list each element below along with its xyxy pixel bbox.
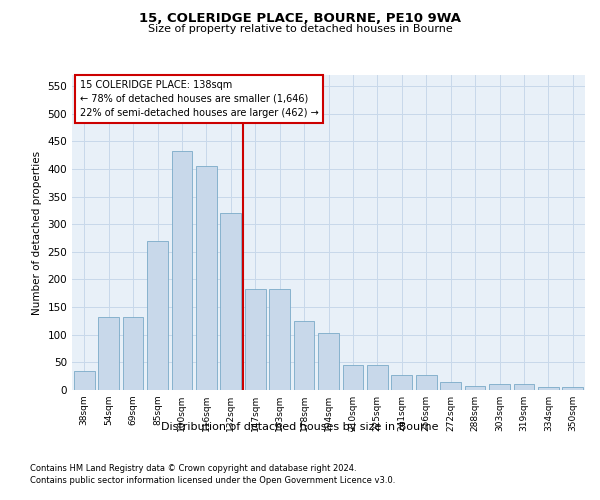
Bar bbox=[440, 382, 461, 390]
Text: Contains HM Land Registry data © Crown copyright and database right 2024.: Contains HM Land Registry data © Crown c… bbox=[30, 464, 356, 473]
Bar bbox=[74, 370, 95, 390]
Text: 15 COLERIDGE PLACE: 138sqm
← 78% of detached houses are smaller (1,646)
22% of s: 15 COLERIDGE PLACE: 138sqm ← 78% of deta… bbox=[80, 80, 319, 118]
Y-axis label: Number of detached properties: Number of detached properties bbox=[32, 150, 42, 314]
Bar bbox=[489, 384, 510, 390]
Bar bbox=[318, 333, 339, 390]
Bar bbox=[172, 150, 193, 390]
Bar bbox=[343, 364, 364, 390]
Bar bbox=[98, 316, 119, 390]
Text: Distribution of detached houses by size in Bourne: Distribution of detached houses by size … bbox=[161, 422, 439, 432]
Bar bbox=[122, 316, 143, 390]
Bar bbox=[245, 289, 266, 390]
Bar bbox=[367, 364, 388, 390]
Bar bbox=[269, 289, 290, 390]
Text: Contains public sector information licensed under the Open Government Licence v3: Contains public sector information licen… bbox=[30, 476, 395, 485]
Text: 15, COLERIDGE PLACE, BOURNE, PE10 9WA: 15, COLERIDGE PLACE, BOURNE, PE10 9WA bbox=[139, 12, 461, 26]
Bar bbox=[538, 387, 559, 390]
Bar bbox=[196, 166, 217, 390]
Bar bbox=[391, 374, 412, 390]
Text: Size of property relative to detached houses in Bourne: Size of property relative to detached ho… bbox=[148, 24, 452, 34]
Bar bbox=[147, 241, 168, 390]
Bar bbox=[293, 321, 314, 390]
Bar bbox=[464, 386, 485, 390]
Bar bbox=[562, 387, 583, 390]
Bar bbox=[416, 374, 437, 390]
Bar bbox=[514, 384, 535, 390]
Bar bbox=[220, 213, 241, 390]
